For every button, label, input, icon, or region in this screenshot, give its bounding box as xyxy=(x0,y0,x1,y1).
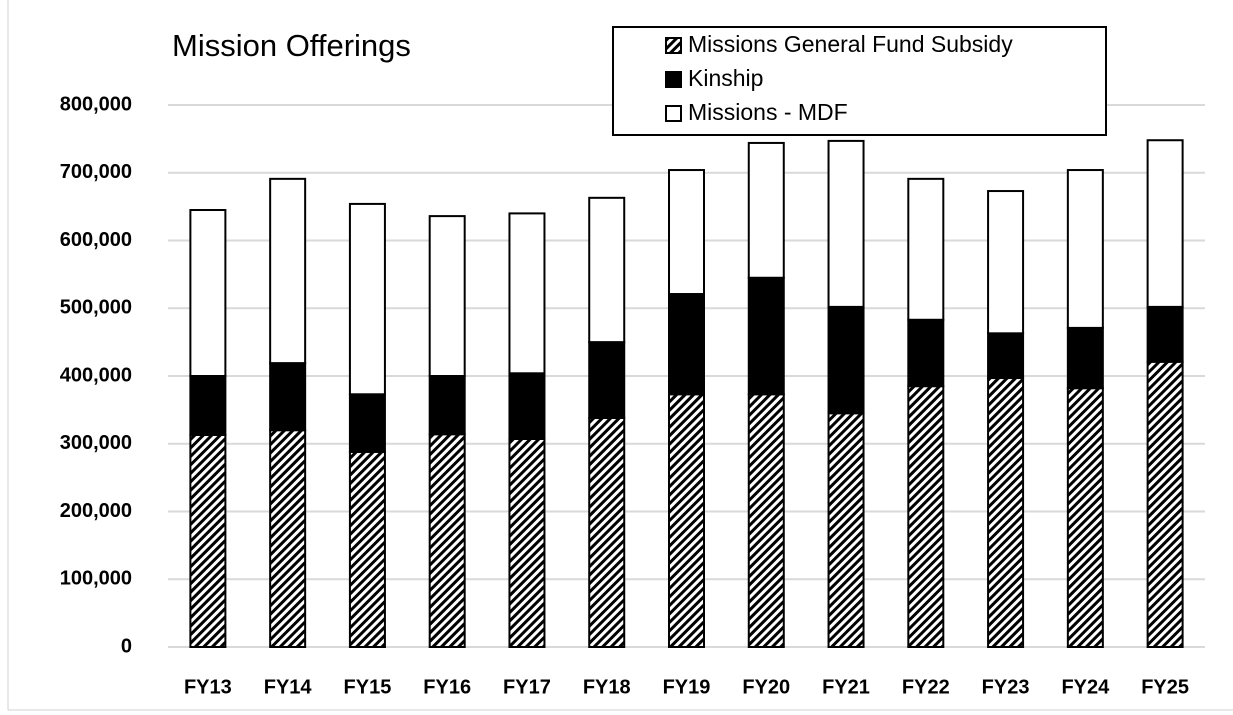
y-tick-label: 200,000 xyxy=(60,500,132,522)
y-tick-label: 0 xyxy=(121,635,132,657)
bar-segment xyxy=(747,393,785,649)
bar-segment xyxy=(269,429,307,649)
bar-segment xyxy=(907,385,945,648)
bar-segment xyxy=(508,212,546,375)
bar-segment xyxy=(508,372,546,441)
bar-segment xyxy=(428,215,466,377)
y-tick-label: 300,000 xyxy=(60,432,132,454)
legend-label: Kinship xyxy=(688,65,763,91)
bar-segment xyxy=(987,332,1025,380)
chart-title: Mission Offerings xyxy=(172,28,411,63)
bar-segment xyxy=(189,433,227,648)
legend-swatch xyxy=(665,105,682,122)
x-tick-label: FY21 xyxy=(822,676,870,698)
legend-swatch xyxy=(665,37,682,54)
bar-segment xyxy=(827,412,865,649)
bar-segment xyxy=(588,417,626,648)
bar-segment xyxy=(1066,326,1104,390)
bar-segment xyxy=(189,375,227,436)
legend-box xyxy=(612,26,1107,136)
x-tick-label: FY23 xyxy=(982,676,1030,698)
bar-segment xyxy=(348,393,386,453)
bar-segment xyxy=(668,293,705,396)
bar-segment xyxy=(428,433,466,649)
bar-segment xyxy=(348,450,386,648)
bar-segment xyxy=(428,375,466,436)
bar-segment xyxy=(588,341,626,420)
legend-label: Missions General Fund Subsidy xyxy=(688,31,1013,57)
bar-segment xyxy=(668,169,705,296)
bar-segment xyxy=(1146,139,1184,308)
bar-segment xyxy=(987,377,1025,648)
y-tick-label: 800,000 xyxy=(60,93,132,115)
legend-label: Missions - MDF xyxy=(688,99,848,125)
x-tick-label: FY25 xyxy=(1141,676,1189,698)
bar-segment xyxy=(907,177,945,321)
x-tick-label: FY22 xyxy=(902,676,950,698)
legend: Missions General Fund Subsidy Kinship Miss… xyxy=(612,26,1107,136)
x-tick-label: FY17 xyxy=(503,676,551,698)
bar-segment xyxy=(668,393,705,649)
bar-segment xyxy=(1066,387,1104,648)
bar-segment xyxy=(907,318,945,388)
x-tick-label: FY18 xyxy=(583,676,631,698)
bar-segment xyxy=(189,209,227,377)
bar-segment xyxy=(508,438,546,648)
bar-segment xyxy=(747,276,785,396)
x-tick-label: FY14 xyxy=(264,676,313,698)
y-tick-label: 500,000 xyxy=(60,297,132,319)
bar-segment xyxy=(1146,360,1184,648)
y-tick-label: 600,000 xyxy=(60,229,132,251)
y-tick-label: 100,000 xyxy=(60,568,132,590)
bar-segment xyxy=(588,196,626,344)
bar-segment xyxy=(747,141,785,279)
bar-segment xyxy=(348,202,386,396)
bar-segment xyxy=(827,305,865,415)
bar-segment xyxy=(269,362,307,432)
x-tick-label: FY13 xyxy=(184,676,232,698)
x-tick-label: FY16 xyxy=(423,676,471,698)
bar-segment xyxy=(269,177,307,365)
y-tick-label: 700,000 xyxy=(60,161,132,183)
x-tick-label: FY20 xyxy=(742,676,790,698)
legend-swatch xyxy=(665,71,682,88)
y-tick-label: 400,000 xyxy=(60,364,132,386)
bar-segment xyxy=(1066,169,1104,329)
x-tick-label: FY19 xyxy=(663,676,711,698)
bar-segment xyxy=(1146,305,1184,363)
x-tick-label: FY24 xyxy=(1061,676,1110,698)
bar-segment xyxy=(827,139,865,308)
bar-segment xyxy=(987,190,1025,335)
x-tick-label: FY15 xyxy=(344,676,392,698)
bars xyxy=(189,139,1184,649)
